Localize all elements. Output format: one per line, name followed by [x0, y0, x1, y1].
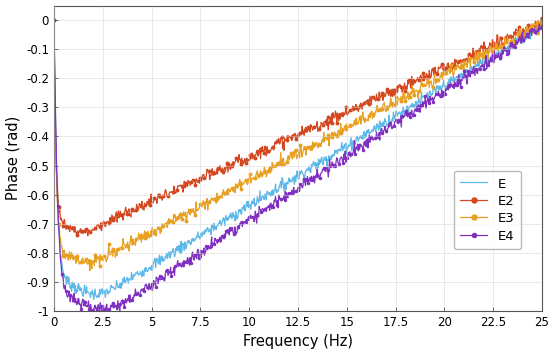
- X-axis label: Frequency (Hz): Frequency (Hz): [243, 334, 353, 349]
- E: [51, 18, 57, 22]
- Line: E4: E4: [53, 19, 543, 315]
- E4: [438, 94, 445, 98]
- E4: [270, 204, 276, 209]
- E2: [213, 172, 220, 176]
- E3: [87, 268, 93, 273]
- E: [337, 149, 344, 153]
- E3: [438, 74, 445, 78]
- E4: [539, 23, 546, 28]
- E3: [337, 133, 344, 137]
- E3: [270, 164, 276, 168]
- E: [213, 228, 220, 232]
- Line: E3: E3: [53, 19, 543, 272]
- Legend: E, E2, E3, E4: E, E2, E3, E4: [454, 171, 521, 250]
- E2: [362, 99, 369, 104]
- Line: E: E: [54, 20, 542, 299]
- E2: [438, 64, 445, 68]
- E2: [51, 18, 57, 22]
- E2: [538, 15, 544, 20]
- E2: [337, 117, 344, 121]
- E2: [270, 145, 276, 149]
- Y-axis label: Phase (rad): Phase (rad): [6, 116, 21, 201]
- E3: [213, 201, 220, 205]
- E4: [337, 157, 344, 161]
- E3: [144, 229, 151, 234]
- E: [362, 131, 369, 135]
- E4: [51, 18, 57, 22]
- E2: [84, 234, 91, 238]
- E: [270, 188, 276, 192]
- E: [438, 88, 445, 92]
- E: [90, 297, 97, 301]
- E2: [144, 201, 151, 206]
- E4: [362, 139, 369, 143]
- E4: [213, 237, 220, 242]
- E4: [144, 284, 151, 289]
- E: [144, 269, 151, 273]
- E3: [539, 25, 546, 29]
- Line: E2: E2: [53, 16, 543, 237]
- E: [539, 28, 546, 32]
- E3: [51, 18, 57, 22]
- E3: [362, 118, 369, 122]
- E2: [539, 22, 546, 26]
- E4: [99, 312, 105, 316]
